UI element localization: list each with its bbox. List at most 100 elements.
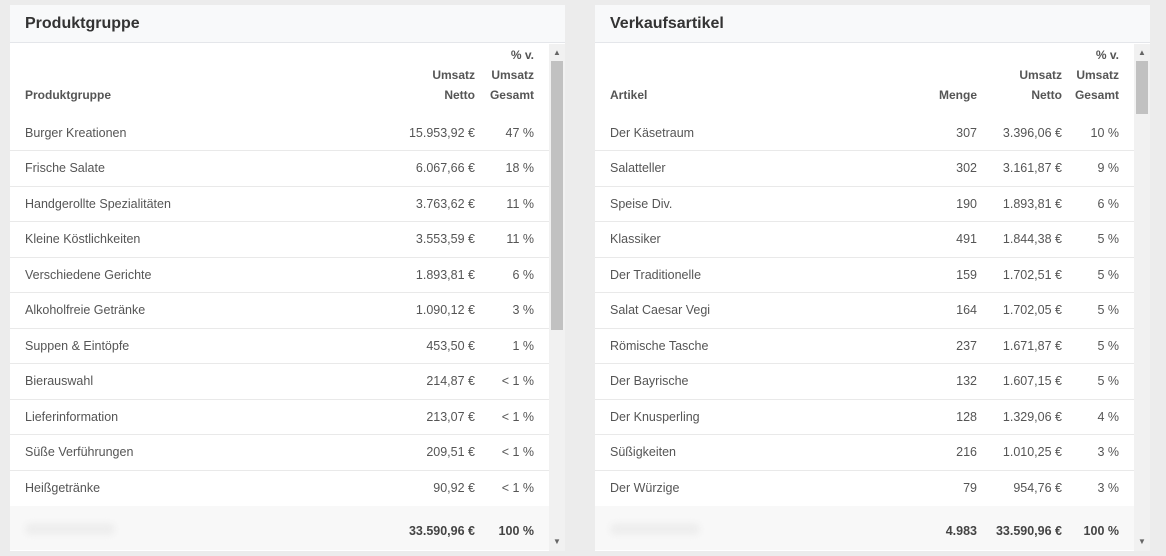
table-row[interactable]: Suppen & Eintöpfe 453,50 € 1 %: [10, 328, 549, 364]
cell-percent-gesamt: 18 %: [505, 161, 535, 176]
table-row[interactable]: Der Würzige 79 954,76 € 3 %: [595, 470, 1134, 506]
table-row[interactable]: Der Traditionelle 159 1.702,51 € 5 %: [595, 257, 1134, 293]
column-header-umsatz-netto[interactable]: Umsatz Netto: [1019, 68, 1062, 102]
cell-percent-gesamt: 47 %: [505, 125, 535, 140]
table-row[interactable]: Der Knusperling 128 1.329,06 € 4 %: [595, 399, 1134, 435]
column-header-menge[interactable]: Menge: [938, 88, 977, 102]
cell-umsatz-netto: 213,07 €: [426, 409, 475, 424]
table-row[interactable]: Süßigkeiten 216 1.010,25 € 3 %: [595, 435, 1134, 470]
cell-menge: 164: [956, 303, 977, 318]
cell-percent-gesamt: 11 %: [506, 196, 534, 211]
cell-percent-gesamt: < 1 %: [501, 409, 534, 424]
cell-artikel: Der Traditionelle: [610, 267, 702, 282]
cell-produktgruppe: Verschiedene Gerichte: [25, 267, 152, 282]
table-row[interactable]: Bierauswahl 214,87 € < 1 %: [10, 364, 549, 399]
table-row[interactable]: Salatteller 302 3.161,87 € 9 %: [595, 151, 1134, 186]
cell-umsatz-netto: 1.010,25 €: [1002, 445, 1062, 460]
scroll-thumb[interactable]: [1136, 61, 1148, 114]
cell-umsatz-netto: 15.953,92 €: [408, 125, 475, 140]
cell-umsatz-netto: 6.067,66 €: [415, 161, 475, 176]
table-row[interactable]: Süße Verführungen 209,51 € < 1 %: [10, 435, 549, 470]
cell-umsatz-netto: 3.553,59 €: [415, 232, 475, 247]
sales-items-panel: Verkaufsartikel Artikel Menge Umsatz Net…: [595, 5, 1150, 551]
cell-produktgruppe: Alkoholfreie Getränke: [25, 303, 146, 318]
scroll-down-icon[interactable]: ▼: [553, 537, 561, 546]
scroll-up-icon[interactable]: ▲: [553, 48, 561, 57]
cell-produktgruppe: Süße Verführungen: [25, 445, 134, 460]
column-header-artikel[interactable]: Artikel: [610, 88, 648, 102]
column-header-percent-gesamt[interactable]: % v. Umsatz Gesamt: [1074, 48, 1119, 102]
cell-umsatz-netto: 1.329,06 €: [1002, 409, 1062, 424]
panel-header: Verkaufsartikel: [595, 5, 1150, 43]
cell-artikel: Salatteller: [610, 161, 666, 176]
table-row[interactable]: Salat Caesar Vegi 164 1.702,05 € 5 %: [595, 293, 1134, 328]
cell-artikel: Römische Tasche: [610, 338, 709, 353]
cell-percent-gesamt: < 1 %: [501, 481, 534, 495]
cell-percent-gesamt: 11 %: [506, 232, 534, 247]
cell-percent-gesamt: 3 %: [512, 303, 534, 318]
table-row[interactable]: Burger Kreationen 15.953,92 € 47 %: [10, 115, 549, 151]
cell-artikel: Der Bayrische: [610, 374, 689, 389]
table-header-row: Produktgruppe Umsatz Netto % v. Umsatz G…: [10, 44, 549, 115]
scroll-down-icon[interactable]: ▼: [1138, 537, 1146, 546]
cell-umsatz-netto: 90,92 €: [433, 481, 475, 495]
table-row[interactable]: Klassiker 491 1.844,38 € 5 %: [595, 222, 1134, 257]
table-row[interactable]: Kleine Köstlichkeiten 3.553,59 € 11 %: [10, 222, 549, 257]
cell-artikel: Salat Caesar Vegi: [610, 303, 711, 318]
table-row[interactable]: Römische Tasche 237 1.671,87 € 5 %: [595, 328, 1134, 364]
table-scroll-area[interactable]: Produktgruppe Umsatz Netto % v. Umsatz G…: [10, 44, 565, 551]
scroll-thumb[interactable]: [551, 61, 563, 330]
cell-percent-gesamt: 6 %: [1097, 196, 1119, 211]
table-row[interactable]: Verschiedene Gerichte 1.893,81 € 6 %: [10, 257, 549, 293]
panel-title: Verkaufsartikel: [610, 14, 724, 32]
cell-artikel: Süßigkeiten: [610, 445, 677, 460]
product-group-panel: Produktgruppe Produktgruppe Umsatz Netto…: [10, 5, 565, 551]
cell-percent-gesamt: 5 %: [1097, 303, 1119, 318]
cell-menge: 216: [956, 445, 977, 460]
table-total-row: 4.983 33.590,96 € 100 %: [595, 505, 1134, 550]
cell-menge: 79: [963, 481, 977, 495]
table-row[interactable]: Der Bayrische 132 1.607,15 € 5 %: [595, 364, 1134, 399]
table-row[interactable]: Heißgetränke 90,92 € < 1 %: [10, 470, 549, 506]
column-header-percent-gesamt[interactable]: % v. Umsatz Gesamt: [489, 48, 534, 102]
table-header-row: Artikel Menge Umsatz Netto % v. Umsatz G…: [595, 44, 1134, 115]
column-header-produktgruppe[interactable]: Produktgruppe: [25, 88, 111, 102]
column-header-umsatz-netto[interactable]: Umsatz Netto: [432, 68, 475, 102]
cell-umsatz-netto: 453,50 €: [426, 338, 475, 353]
total-percent: 100 %: [1083, 523, 1119, 538]
cell-percent-gesamt: 5 %: [1097, 232, 1119, 247]
table-row[interactable]: Speise Div. 190 1.893,81 € 6 %: [595, 186, 1134, 222]
table-scroll-area[interactable]: Artikel Menge Umsatz Netto % v. Umsatz G…: [595, 44, 1150, 551]
cell-umsatz-netto: 3.763,62 €: [415, 196, 475, 211]
cell-umsatz-netto: 1.702,51 €: [1002, 267, 1062, 282]
cell-menge: 159: [956, 267, 977, 282]
cell-produktgruppe: Frische Salate: [25, 161, 105, 176]
total-menge: 4.983: [945, 523, 977, 538]
cell-artikel: Klassiker: [610, 232, 661, 247]
cell-percent-gesamt: 5 %: [1097, 338, 1119, 353]
cell-produktgruppe: Handgerollte Spezialitäten: [25, 196, 171, 211]
cell-umsatz-netto: 1.893,81 €: [415, 267, 475, 282]
vertical-scrollbar[interactable]: ▲ ▼: [549, 44, 565, 551]
panel-header: Produktgruppe: [10, 5, 565, 43]
cell-percent-gesamt: 5 %: [1097, 374, 1119, 389]
cell-umsatz-netto: 3.161,87 €: [1002, 161, 1062, 176]
sales-items-table: Artikel Menge Umsatz Netto % v. Umsatz G…: [595, 44, 1134, 550]
cell-umsatz-netto: 1.844,38 €: [1002, 232, 1062, 247]
table-row[interactable]: Der Käsetraum 307 3.396,06 € 10 %: [595, 115, 1134, 151]
vertical-scrollbar[interactable]: ▲ ▼: [1134, 44, 1150, 551]
cell-produktgruppe: Burger Kreationen: [25, 125, 127, 140]
cell-umsatz-netto: 209,51 €: [426, 445, 475, 460]
table-row[interactable]: Alkoholfreie Getränke 1.090,12 € 3 %: [10, 293, 549, 328]
table-row[interactable]: Lieferinformation 213,07 € < 1 %: [10, 399, 549, 435]
cell-umsatz-netto: 1.893,81 €: [1002, 196, 1062, 211]
cell-percent-gesamt: < 1 %: [501, 374, 534, 389]
table-row[interactable]: Frische Salate 6.067,66 € 18 %: [10, 151, 549, 186]
cell-menge: 237: [956, 338, 977, 353]
scroll-up-icon[interactable]: ▲: [1138, 48, 1146, 57]
cell-umsatz-netto: 1.671,87 €: [1002, 338, 1062, 353]
table-row[interactable]: Handgerollte Spezialitäten 3.763,62 € 11 %: [10, 186, 549, 222]
cell-menge: 491: [956, 232, 977, 247]
cell-menge: 302: [956, 161, 977, 176]
cell-menge: 190: [956, 196, 977, 211]
